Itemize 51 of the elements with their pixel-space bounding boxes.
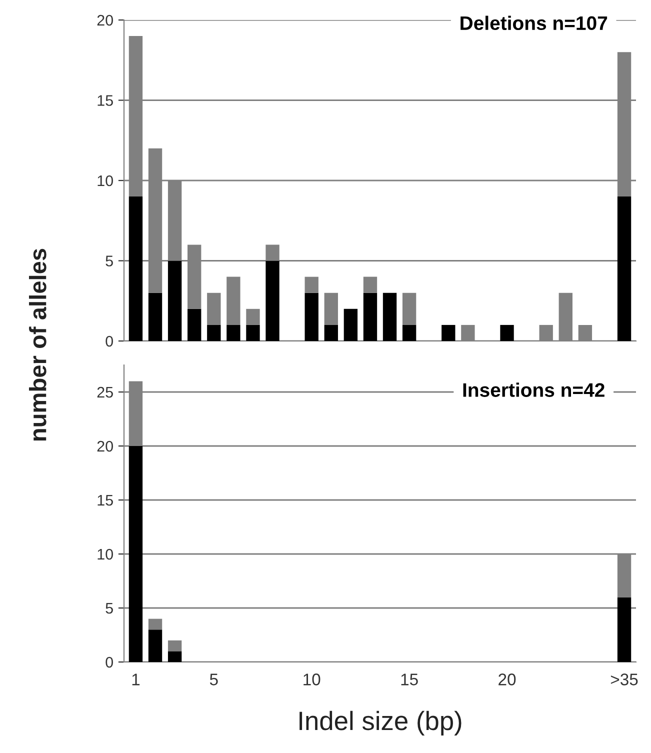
y-tick-label: 20 <box>97 14 113 26</box>
y-tick-label: 15 <box>98 495 113 506</box>
bar <box>324 324 338 341</box>
bar <box>382 292 397 341</box>
bar <box>304 276 318 293</box>
x-tick-label: >35 <box>610 674 638 686</box>
bar <box>324 292 338 325</box>
y-tick-label: 25 <box>97 386 113 398</box>
x-tick-label: 1 <box>132 674 140 686</box>
bar <box>226 276 240 325</box>
y-tick-label: 15 <box>98 95 113 106</box>
bar <box>363 292 378 341</box>
bar <box>226 324 240 341</box>
y-tick-label: 5 <box>106 256 113 266</box>
y-axis-title: number of alleles <box>28 248 46 441</box>
y-tick-label: 0 <box>106 656 113 668</box>
bar <box>168 651 182 662</box>
bar <box>128 446 143 662</box>
bar <box>207 324 221 341</box>
y-tick-label: 10 <box>98 175 113 186</box>
bar <box>402 324 416 341</box>
bar <box>304 292 318 341</box>
x-tick-label: 20 <box>498 674 516 686</box>
text: Insertions n=42 <box>463 382 604 397</box>
x-tick-label: 5 <box>210 674 218 686</box>
bar <box>500 324 514 341</box>
y-tick-label: 10 <box>98 548 113 560</box>
y-tick-label: 5 <box>106 603 113 614</box>
bar <box>617 597 632 662</box>
chart-title: Deletions n=107 <box>460 16 608 30</box>
x-axis-title: Indel size (bp) <box>300 710 462 736</box>
bar <box>128 196 143 341</box>
bar <box>188 308 202 341</box>
y-tick-label: 0 <box>106 336 113 347</box>
y-tick-label: 20 <box>97 440 113 452</box>
bar <box>246 308 260 325</box>
bar <box>266 260 280 341</box>
bar <box>168 640 182 652</box>
bar <box>344 308 358 341</box>
bar <box>442 324 456 341</box>
bar <box>148 292 162 341</box>
bar <box>168 260 182 341</box>
bar <box>148 618 162 630</box>
bar <box>402 292 416 325</box>
bar <box>207 292 221 325</box>
x-tick-label: 15 <box>401 674 418 686</box>
x-tick-label: 10 <box>304 674 320 686</box>
bar <box>246 324 260 341</box>
bar <box>617 196 632 341</box>
bar <box>363 276 378 293</box>
bar <box>148 630 162 662</box>
